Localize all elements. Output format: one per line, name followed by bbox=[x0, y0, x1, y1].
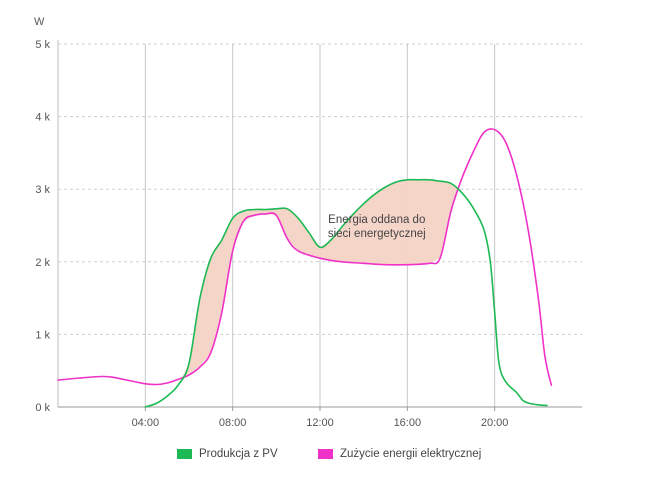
y-tick-label: 0 k bbox=[35, 402, 50, 414]
grid bbox=[58, 43, 582, 407]
legend-label-consumption: Zużycie energii elektrycznej bbox=[340, 448, 482, 460]
series-line-pv bbox=[144, 178, 548, 408]
legend-item-consumption: Zużycie energii elektrycznej bbox=[318, 448, 481, 460]
y-tick-label: 3 k bbox=[35, 184, 50, 196]
x-tick-label: 08:00 bbox=[219, 417, 247, 429]
tick-labels: 0 k 1 k 2 k 3 k 4 k 5 k 04:00 08:00 12:00 16:00 20… bbox=[35, 39, 508, 429]
y-tick-label: 4 k bbox=[35, 112, 50, 124]
y-axis-unit-label: W bbox=[34, 16, 45, 28]
surplus-area-fill bbox=[145, 129, 548, 385]
y-tick-label: 5 k bbox=[35, 39, 50, 51]
legend-item-pv: Produkcja z PV bbox=[177, 448, 278, 460]
y-tick-label: 1 k bbox=[35, 329, 50, 341]
legend: Produkcja z PV Zużycie energii elektrycz… bbox=[0, 448, 664, 468]
y-tick-label: 2 k bbox=[35, 257, 50, 269]
x-tick-label: 12:00 bbox=[306, 417, 334, 429]
energy-export-annotation: Energia oddana do sieci energetycznej bbox=[328, 214, 426, 240]
legend-swatch-pv bbox=[177, 449, 192, 459]
annotation-line: Energia oddana do bbox=[328, 214, 425, 226]
legend-label-pv: Produkcja z PV bbox=[199, 448, 278, 460]
annotation-line: sieci energetycznej bbox=[328, 228, 426, 240]
x-tick-label: 04:00 bbox=[132, 417, 160, 429]
surplus-area bbox=[145, 129, 548, 385]
legend-swatch-consumption bbox=[318, 449, 333, 459]
x-tick-label: 20:00 bbox=[481, 417, 509, 429]
series-line-consumption bbox=[57, 128, 553, 386]
x-tick-label: 16:00 bbox=[394, 417, 422, 429]
series-lines bbox=[57, 128, 553, 408]
